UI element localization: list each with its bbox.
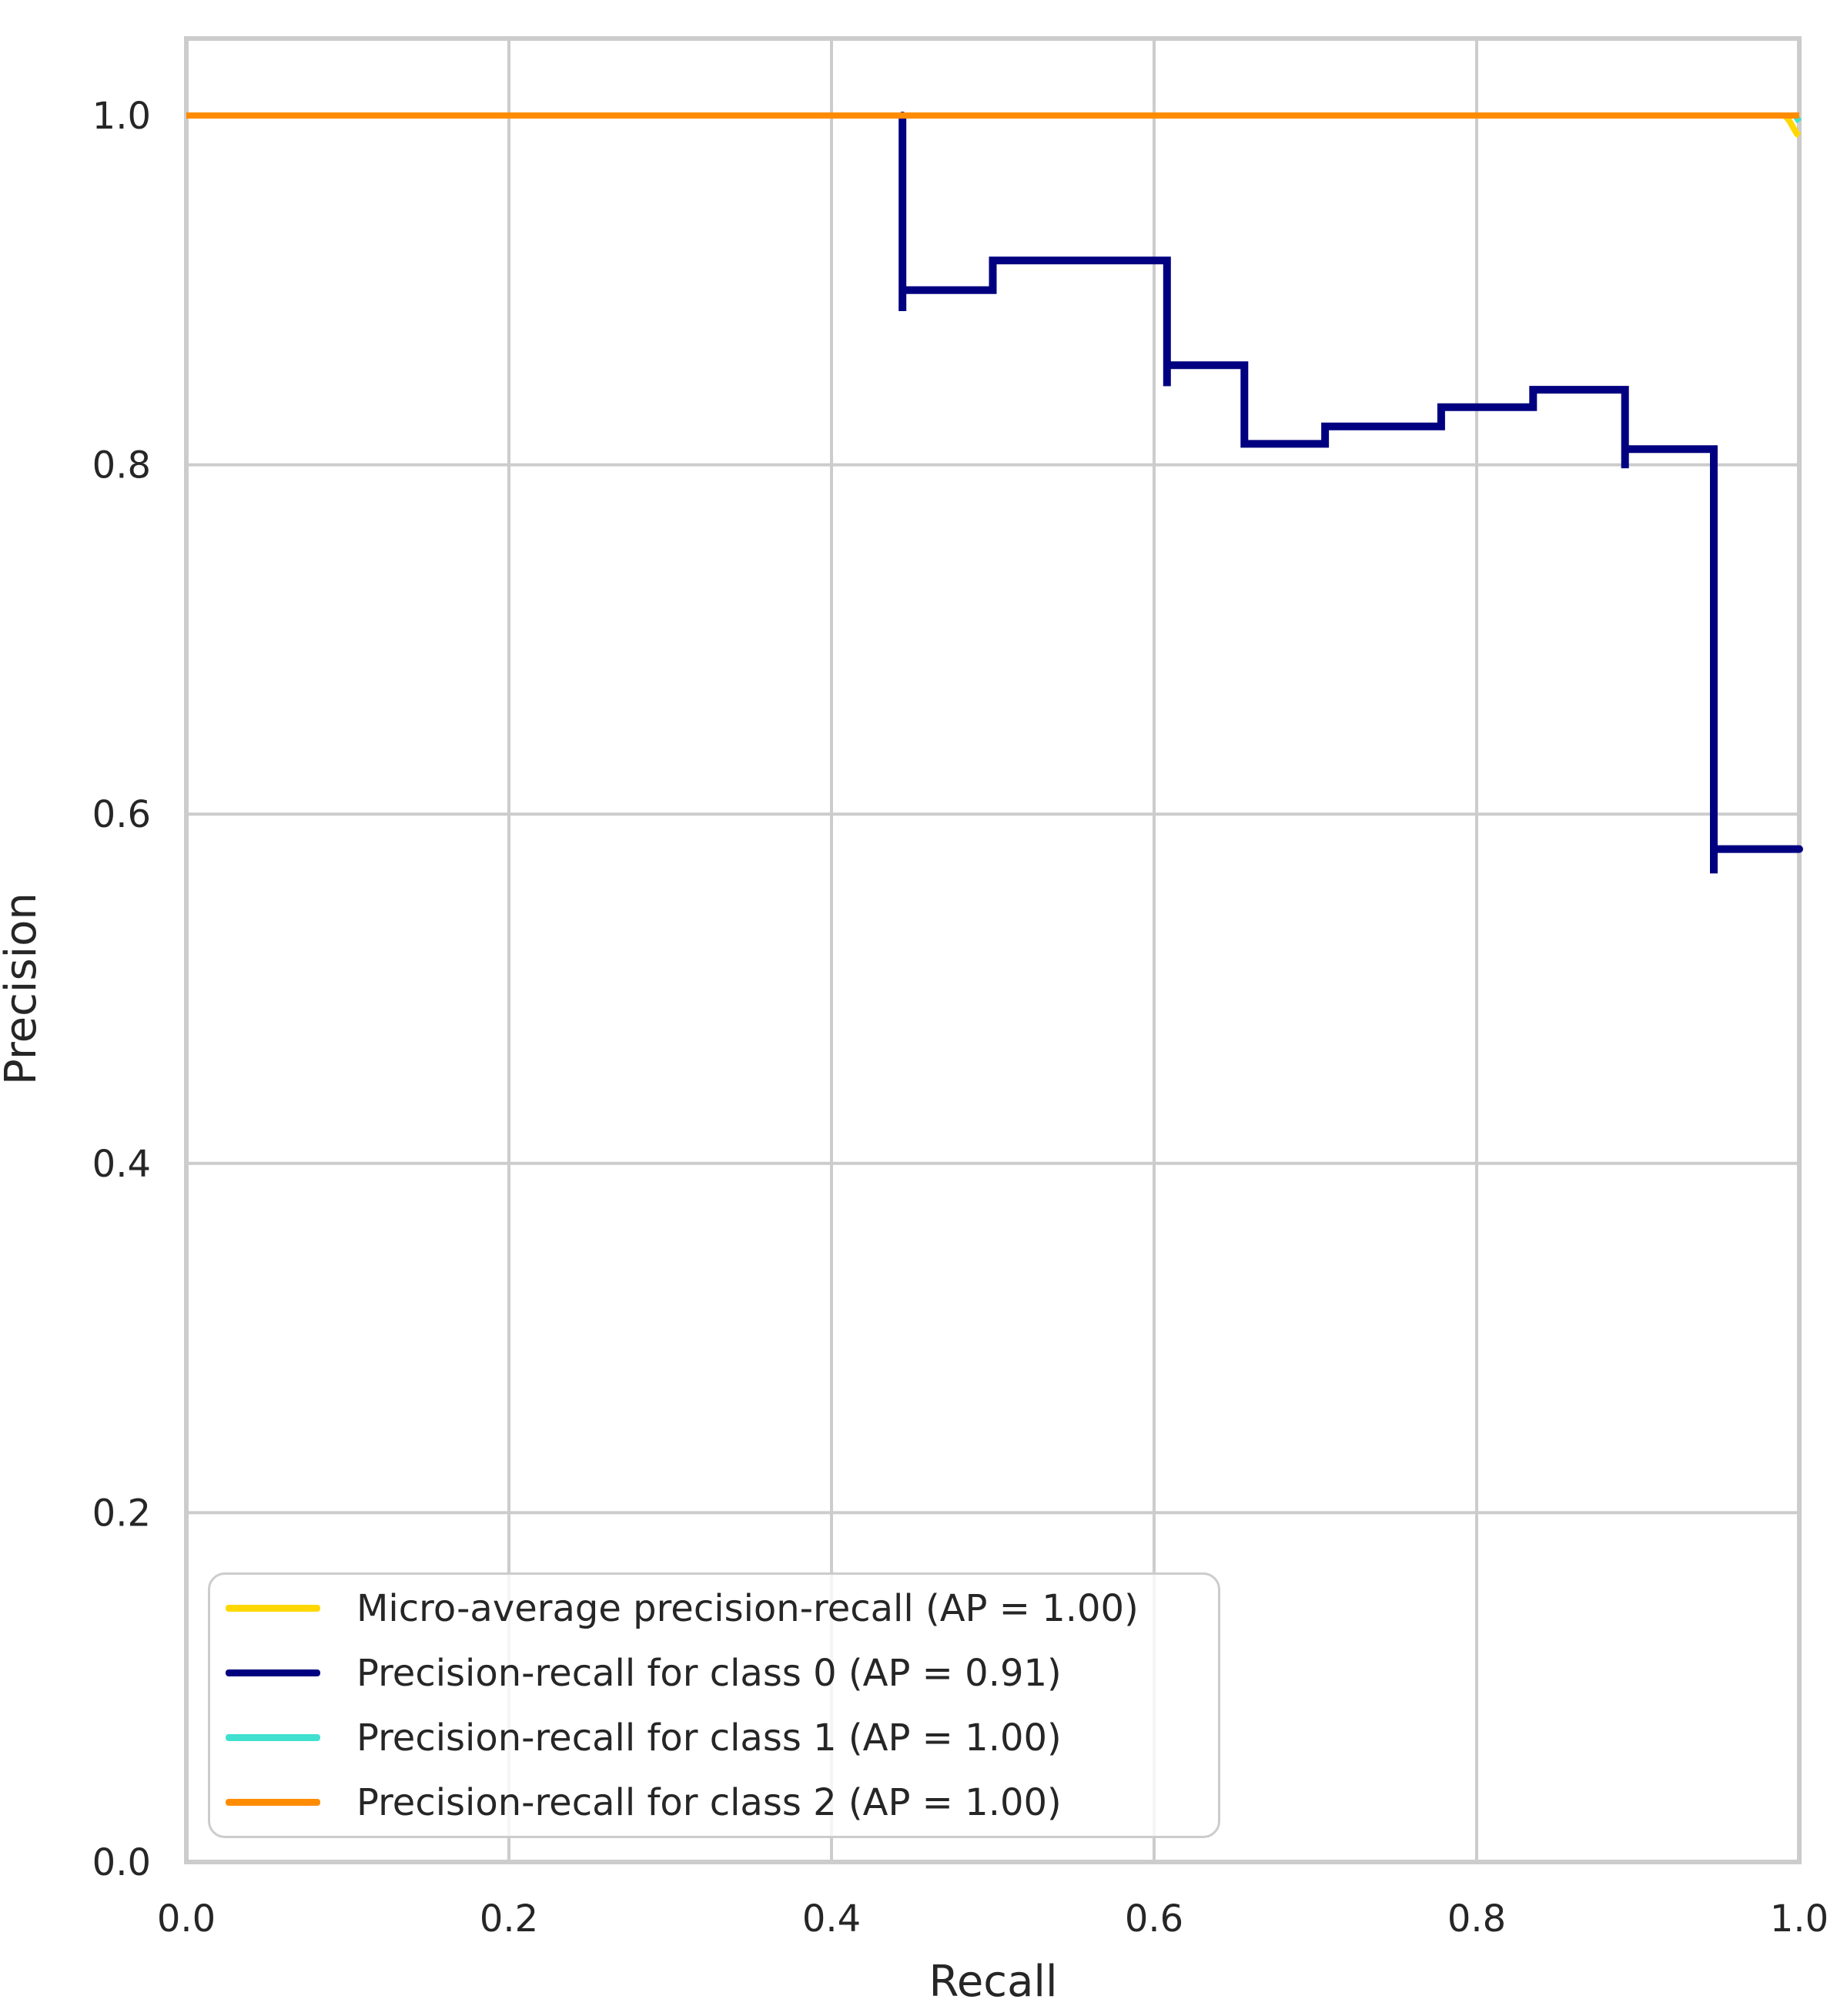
- darkorange-line-swatch: [226, 1799, 320, 1806]
- pr-curves: [186, 112, 1803, 874]
- pr-curve-series-1: [898, 112, 1803, 874]
- navy-line-swatch: [226, 1669, 320, 1676]
- legend-label: Precision-recall for class 1 (AP = 1.00): [356, 1716, 1062, 1760]
- x-tick-label: 0.0: [157, 1897, 216, 1941]
- legend-label: Precision-recall for class 2 (AP = 1.00): [356, 1780, 1062, 1824]
- turquoise-line-swatch: [226, 1734, 320, 1741]
- legend-item: Micro-average precision-recall (AP = 1.0…: [226, 1576, 1218, 1641]
- y-tick-label: 0.2: [92, 1492, 151, 1535]
- x-tick-label: 0.8: [1447, 1897, 1506, 1941]
- y-tick-labels: 0.0 0.2 0.4 0.6 0.8 1.0: [92, 95, 151, 1884]
- y-tick-label: 0.8: [92, 444, 151, 487]
- legend-item: Precision-recall for class 2 (AP = 1.00): [226, 1770, 1218, 1835]
- x-tick-label: 0.4: [802, 1897, 861, 1941]
- x-tick-label: 0.2: [480, 1897, 538, 1941]
- legend-item: Precision-recall for class 0 (AP = 0.91): [226, 1641, 1218, 1706]
- y-tick-label: 0.4: [92, 1143, 151, 1186]
- y-axis-label: Precision: [0, 892, 46, 1085]
- y-tick-label: 1.0: [92, 95, 151, 138]
- legend-item: Precision-recall for class 1 (AP = 1.00): [226, 1706, 1218, 1770]
- legend: Micro-average precision-recall (AP = 1.0…: [208, 1572, 1220, 1838]
- x-tick-labels: 0.0 0.2 0.4 0.6 0.8 1.0: [157, 1897, 1829, 1941]
- x-tick-label: 0.6: [1125, 1897, 1183, 1941]
- y-tick-label: 0.6: [92, 793, 151, 836]
- x-tick-label: 1.0: [1770, 1897, 1829, 1941]
- legend-label: Micro-average precision-recall (AP = 1.0…: [356, 1586, 1139, 1630]
- gold-line-swatch: [226, 1605, 320, 1612]
- legend-label: Precision-recall for class 0 (AP = 0.91): [356, 1651, 1062, 1695]
- x-axis-label: Recall: [929, 1957, 1057, 2007]
- y-tick-label: 0.0: [92, 1841, 151, 1884]
- plot-frame: [184, 36, 1802, 1864]
